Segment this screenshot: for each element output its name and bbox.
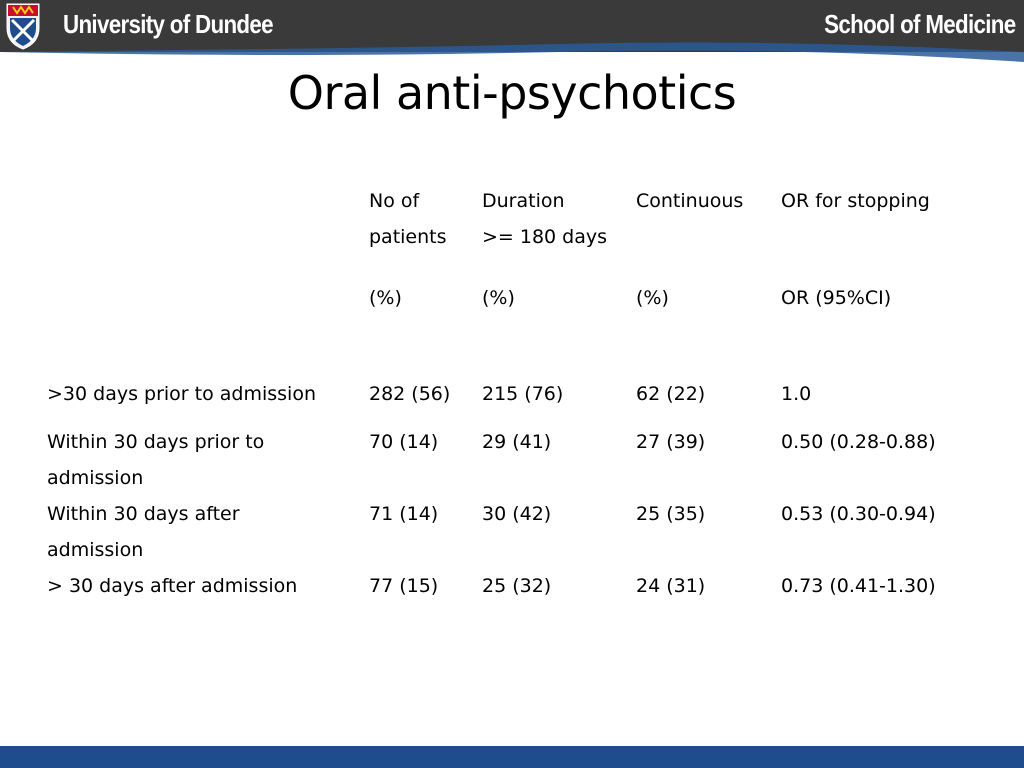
row-label: > 30 days after admission [47, 575, 298, 597]
table-cell: 1.0 [781, 383, 812, 405]
table-cell: 71 (14) [369, 503, 439, 525]
row-label-continued: admission [47, 539, 144, 561]
table-cell: 215 (76) [482, 383, 564, 405]
table-cell: 25 (35) [636, 503, 706, 525]
university-name: University of Dundee [63, 9, 274, 39]
header-patients-unit: (%) [369, 287, 402, 309]
footer-bar [0, 746, 1024, 768]
header-patients-line2: patients [369, 226, 447, 248]
table-cell: 282 (56) [369, 383, 451, 405]
header-continuous-line1: Continuous [636, 190, 744, 212]
school-name: School of Medicine [824, 9, 1017, 39]
table-cell: 70 (14) [369, 431, 439, 453]
table-cell: 0.53 (0.30-0.94) [781, 503, 936, 525]
header-patients-line1: No of [369, 190, 420, 212]
table-cell: 62 (22) [636, 383, 706, 405]
header-duration-line2: >= 180 days [482, 226, 608, 248]
header-or-unit: OR (95%CI) [781, 287, 892, 309]
table-cell: 0.50 (0.28-0.88) [781, 431, 936, 453]
header-continuous-unit: (%) [636, 287, 669, 309]
row-label: Within 30 days after [47, 503, 240, 525]
table-cell: 30 (42) [482, 503, 552, 525]
row-label: Within 30 days prior to [47, 431, 265, 453]
table-cell: 0.73 (0.41-1.30) [781, 575, 936, 597]
row-label-continued: admission [47, 467, 144, 489]
university-crest-icon [6, 3, 40, 50]
header-swoosh [0, 42, 1024, 70]
header-duration-unit: (%) [482, 287, 515, 309]
row-label: >30 days prior to admission [47, 383, 316, 405]
table-cell: 27 (39) [636, 431, 706, 453]
header-bar: University of Dundee School of Medicine [0, 0, 1024, 70]
header-duration-line1: Duration [482, 190, 565, 212]
table-cell: 77 (15) [369, 575, 439, 597]
header-or-line1: OR for stopping [781, 190, 930, 212]
table-cell: 25 (32) [482, 575, 552, 597]
table-cell: 29 (41) [482, 431, 552, 453]
slide-title: Oral anti-psychotics [287, 66, 737, 120]
table-cell: 24 (31) [636, 575, 706, 597]
